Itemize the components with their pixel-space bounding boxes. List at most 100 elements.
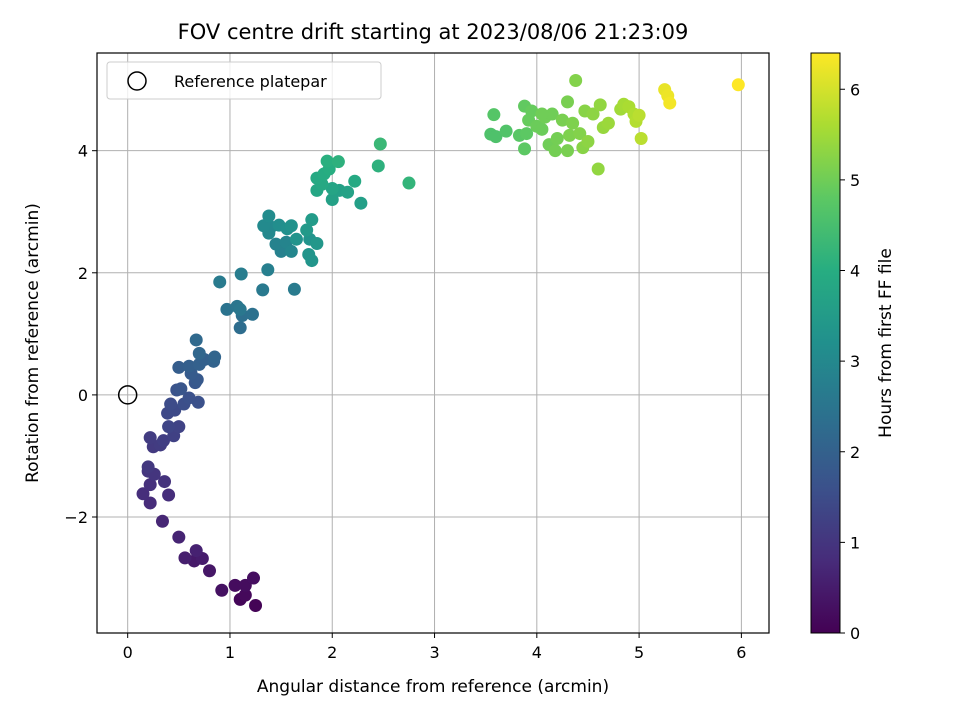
y-tick-label: −2 [64,508,88,527]
data-point [172,360,186,374]
data-point [487,108,501,122]
data-point [300,223,314,237]
data-point [591,162,605,176]
legend: Reference platepar [106,61,382,100]
data-point [261,263,275,277]
colorbar-tick-label: 2 [850,443,860,462]
data-point [569,73,583,87]
colorbar-tick-label: 1 [850,533,860,552]
data-point [233,321,247,335]
data-point [581,135,595,149]
colorbar-tick-label: 4 [850,262,860,281]
data-point [305,254,319,268]
data-point [402,176,416,190]
data-point [192,346,206,360]
colorbar-label: Hours from first FF file [876,248,896,438]
data-point [143,478,157,492]
data-point [189,544,203,558]
data-point [257,219,271,233]
y-axis-ticks: −2 0 2 4 [64,142,97,527]
data-point [208,350,222,364]
legend-box [106,61,382,100]
data-point [143,431,157,445]
x-tick-label: 1 [225,643,235,662]
data-point [162,488,176,502]
data-point [341,185,355,199]
x-tick-label: 3 [429,643,439,662]
x-tick-label: 0 [123,643,133,662]
data-point [256,283,270,297]
data-point [172,420,186,434]
data-point [563,128,577,142]
data-point [228,578,242,592]
colorbar-tick-label: 6 [850,80,860,99]
data-point [158,475,172,489]
x-tick-label: 4 [532,643,542,662]
data-point [489,130,503,144]
data-point [331,155,345,169]
colorbar-tick-label: 3 [850,352,860,371]
data-point [535,107,549,121]
data-points [136,73,745,613]
data-point [566,116,580,130]
y-axis-label: Rotation from reference (arcmin) [23,203,43,483]
data-point [550,131,564,145]
data-point [203,564,217,578]
data-point [499,124,513,138]
data-point [555,113,569,127]
data-point [249,599,263,613]
data-point [371,159,385,173]
y-tick-label: 2 [78,264,88,283]
data-point [182,359,196,373]
data-point [325,182,339,196]
data-point [593,98,607,112]
colorbar: 0 1 2 3 4 5 6 Hours from first FF file [810,52,896,643]
data-point [348,174,362,188]
data-point [215,583,229,597]
x-axis-ticks: 0 1 2 3 4 5 6 [123,633,746,662]
data-point [548,144,562,158]
data-point [162,420,176,434]
data-point [262,209,276,223]
data-point [182,391,196,405]
y-tick-label: 0 [78,386,88,405]
data-point [284,244,298,258]
data-point [269,237,283,251]
data-point [731,78,745,92]
data-point [305,213,319,227]
data-point [535,122,549,136]
colorbar-tick-label: 5 [850,171,860,190]
data-point [289,232,303,246]
data-point [246,571,260,585]
chart-title: FOV centre drift starting at 2023/08/06 … [178,20,689,44]
data-point [284,219,298,233]
data-point [233,302,247,316]
data-point [354,196,368,210]
x-tick-label: 6 [736,643,746,662]
y-tick-label: 4 [78,142,88,161]
data-point [143,496,157,510]
plot-frame [96,52,770,634]
data-point [174,382,188,396]
data-point [545,107,559,121]
data-point [220,302,234,316]
data-point [213,275,227,289]
data-point [164,397,178,411]
data-point [234,267,248,281]
data-point [245,307,259,321]
x-tick-label: 2 [327,643,337,662]
colorbar-gradient [810,52,841,634]
data-point [156,434,170,448]
data-point [525,104,539,118]
data-point [189,333,203,347]
grid-lines [97,53,769,633]
data-point [518,142,532,156]
data-point [634,131,648,145]
data-point [310,236,324,250]
data-point [172,530,186,544]
data-point [155,514,169,528]
data-point [320,154,334,168]
x-tick-label: 5 [634,643,644,662]
legend-label: Reference platepar [174,72,327,91]
